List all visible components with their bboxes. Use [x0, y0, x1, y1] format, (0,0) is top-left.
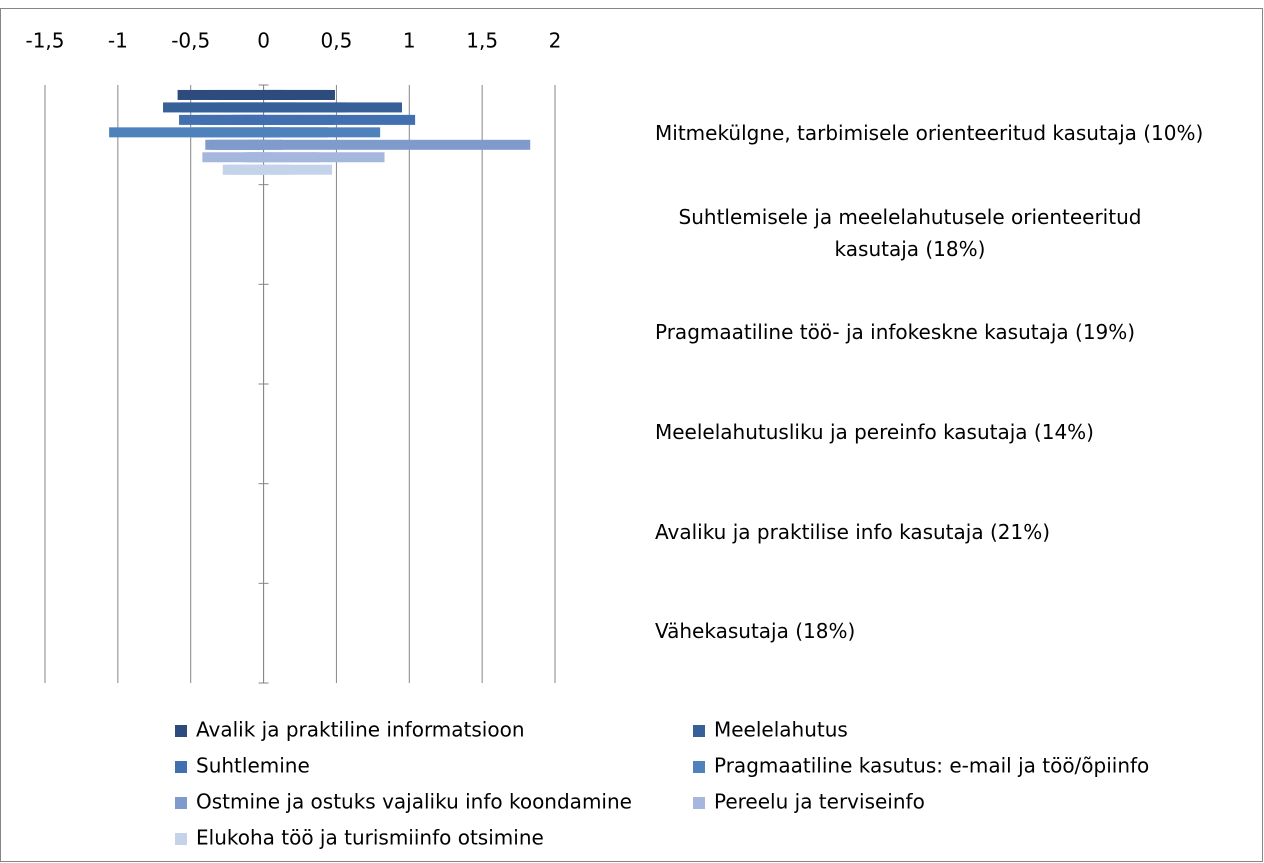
bar [263, 139, 283, 150]
legend-swatch [175, 761, 187, 773]
category-label: Mitmekülgne, tarbimisele orienteeritud k… [655, 120, 1204, 145]
category-label: Meelelahutusliku ja pereinfo kasutaja (1… [655, 419, 1094, 444]
x-tick-label: -1 [108, 29, 128, 53]
bar [257, 164, 264, 175]
category-label: Pragmaatiline töö- ja infokeskne kasutaj… [655, 320, 1136, 345]
legend-swatch [693, 761, 705, 773]
bar [109, 127, 264, 138]
legend-label: Ostmine ja ostuks vajaliku info koondami… [196, 790, 632, 814]
bar [263, 152, 385, 163]
x-tick-label: 2 [549, 29, 562, 53]
x-tick-label: -1,5 [25, 29, 64, 53]
category-label: Suhtlemisele ja meelelahutusele orientee… [678, 204, 1142, 261]
category-label: Vähekasutaja (18%) [655, 619, 856, 644]
category-label: Avaliku ja praktilise info kasutaja (21%… [655, 519, 1051, 544]
legend-swatch [175, 833, 187, 845]
bar [249, 139, 264, 150]
bar [263, 139, 531, 150]
legend-label: Elukoha töö ja turismiinfo otsimine [196, 826, 544, 850]
x-tick-label: -0,5 [171, 29, 210, 53]
bar [249, 152, 264, 163]
bar [209, 139, 264, 150]
bar [263, 114, 416, 125]
bar [263, 127, 280, 138]
bar [200, 114, 264, 125]
legend-label: Meelelahutus [714, 718, 848, 742]
legend-label: Pereelu ja terviseinfo [714, 790, 925, 814]
legend-label: Avalik ja praktiline informatsioon [196, 718, 525, 742]
legend-label: Pragmaatiline kasutus: e-mail ja töö/õpi… [714, 754, 1149, 778]
bar [180, 102, 264, 113]
bar [241, 164, 264, 175]
legend-swatch [693, 725, 705, 737]
bar [263, 127, 381, 138]
x-tick-label: 1 [403, 29, 416, 53]
x-tick-label: 0 [257, 29, 270, 53]
legend-label: Suhtlemine [196, 754, 310, 778]
legend-swatch [693, 797, 705, 809]
legend-swatch [175, 797, 187, 809]
bar [263, 89, 335, 100]
bar [177, 89, 264, 100]
bar [263, 102, 402, 113]
bar [202, 152, 264, 163]
chart-border [0, 8, 1263, 862]
legend-swatch [175, 725, 187, 737]
bar [263, 164, 333, 175]
x-tick-label: 0,5 [321, 29, 353, 53]
x-tick-label: 1,5 [466, 29, 498, 53]
